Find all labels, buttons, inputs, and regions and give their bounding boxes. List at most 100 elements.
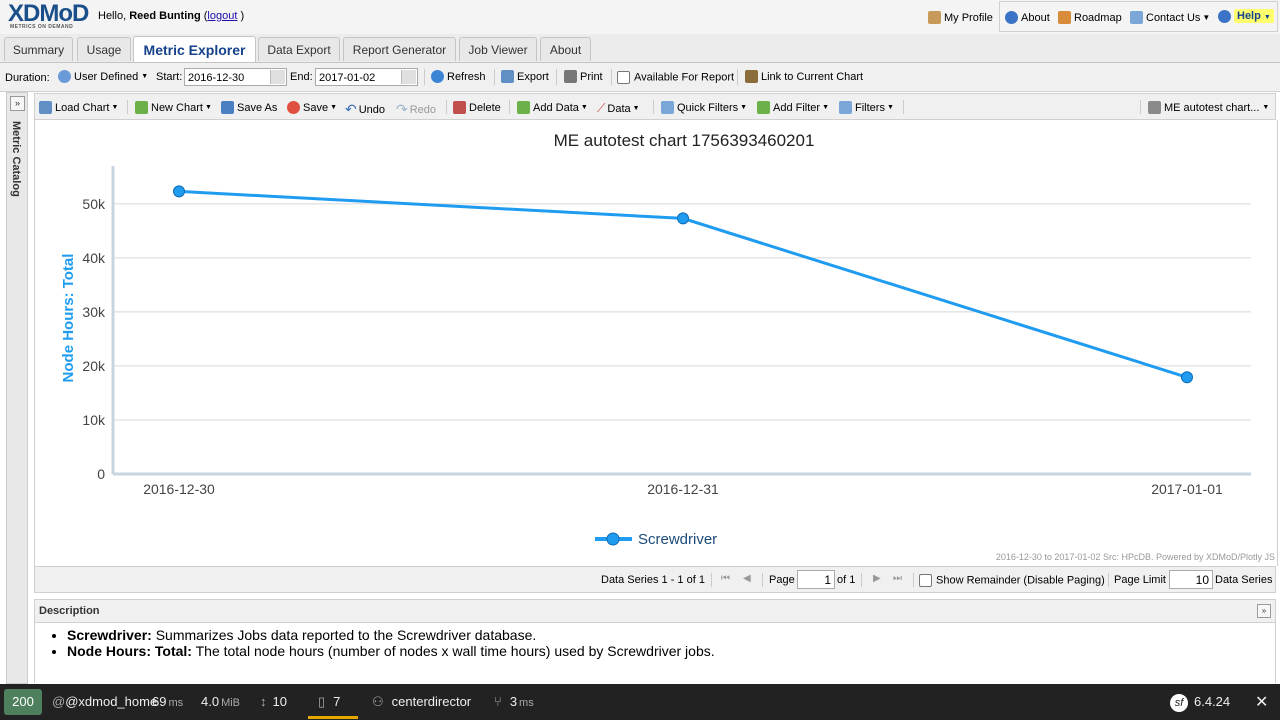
x-tick-label: 2017-01-01	[1151, 481, 1223, 497]
save-as-button[interactable]: Save As	[221, 101, 277, 114]
refresh-button[interactable]: Refresh	[431, 70, 486, 83]
chart-panel: ME autotest chart 1756393460201 0 10k 20k 3…	[34, 120, 1278, 566]
file-icon: ▯	[318, 694, 326, 709]
divider	[127, 100, 128, 114]
calendar-icon[interactable]	[401, 70, 416, 84]
page-count: of 1	[837, 574, 856, 586]
db-time[interactable]: ⑂ 3 ms	[494, 694, 534, 709]
user-info[interactable]: ⚇ centerdirector	[372, 694, 471, 710]
legend[interactable]: Screwdriver	[595, 531, 717, 548]
save-button[interactable]: Save ▼	[287, 101, 337, 114]
link-current-chart-button[interactable]: Link to Current Chart	[745, 70, 863, 83]
chart-options-menu[interactable]: ME autotest chart... ▼	[1148, 101, 1269, 114]
memory-usage[interactable]: 4.0 MiB	[201, 694, 240, 709]
tab-data-export[interactable]: Data Export	[258, 37, 340, 61]
info-icon	[1005, 11, 1018, 24]
requests-count[interactable]: ↕ 10	[260, 694, 287, 709]
db-icon: ⑂	[494, 694, 502, 709]
tab-metric-explorer[interactable]: Metric Explorer	[133, 36, 256, 62]
tab-report-generator[interactable]: Report Generator	[343, 37, 456, 61]
duration-preset-select[interactable]: User Defined ▼	[58, 70, 148, 83]
show-remainder-label: Show Remainder (Disable Paging)	[936, 574, 1105, 587]
filters-label: Filters	[855, 101, 885, 114]
end-date-value: 2017-01-02	[319, 72, 376, 84]
next-page-icon[interactable]: ▶	[873, 573, 881, 584]
new-chart-icon	[135, 101, 148, 114]
contact-us-menu[interactable]: Contact Us ▼	[1130, 11, 1210, 24]
printer-icon	[564, 70, 577, 83]
data-point[interactable]	[1181, 371, 1193, 384]
page-limit-input[interactable]: 10	[1169, 570, 1213, 589]
series-group[interactable]	[173, 185, 1193, 384]
quick-filters-button[interactable]: Quick Filters ▼	[661, 101, 747, 114]
chart-title: ME autotest chart 1756393460201	[554, 131, 815, 150]
tab-usage[interactable]: Usage	[77, 37, 131, 61]
undo-button[interactable]: ↶ Undo	[345, 101, 385, 118]
filter-icon	[661, 101, 674, 114]
data-point[interactable]	[677, 212, 689, 225]
tab-job-viewer[interactable]: Job Viewer	[459, 37, 537, 61]
tab-summary[interactable]: Summary	[4, 37, 73, 61]
greeting: Hello, Reed Bunting (logout )	[98, 10, 245, 22]
checkbox-box[interactable]	[617, 71, 630, 84]
new-chart-button[interactable]: New Chart ▼	[135, 101, 212, 114]
show-remainder-checkbox[interactable]: Show Remainder (Disable Paging)	[919, 574, 1105, 587]
y-tick-label: 50k	[82, 196, 106, 212]
export-button[interactable]: Export	[501, 70, 549, 83]
last-page-icon[interactable]: ⏭	[893, 573, 902, 584]
load-chart-button[interactable]: Load Chart ▼	[39, 101, 118, 114]
logout-link[interactable]: logout	[207, 10, 238, 22]
redo-button[interactable]: ↷ Redo	[396, 101, 436, 118]
calendar-icon[interactable]	[270, 70, 285, 84]
print-button[interactable]: Print	[564, 70, 603, 83]
files-count[interactable]: ▯ 7	[318, 694, 340, 710]
prev-page-icon[interactable]: ◀	[743, 573, 751, 584]
my-profile-link[interactable]: My Profile	[928, 11, 993, 24]
line-chart: ME autotest chart 1756393460201 0 10k 20k 3…	[60, 131, 1251, 548]
memory-value: 4.0	[201, 694, 220, 709]
chevron-down-icon: ▼	[141, 73, 149, 80]
chevron-down-icon: ▼	[1262, 104, 1270, 111]
request-time[interactable]: 69 ms	[152, 694, 183, 709]
x-tick-labels: 2016-12-30 2016-12-31 2017-01-01	[143, 481, 1223, 497]
chevron-down-icon: ▼	[740, 104, 748, 111]
description-text: The total node hours (number of nodes x …	[191, 643, 715, 659]
divider	[509, 100, 510, 114]
chevron-down-icon: ▼	[886, 104, 894, 111]
route-name[interactable]: @ @xdmod_home	[52, 694, 158, 709]
about-link[interactable]: About	[1005, 11, 1050, 24]
chart-credit: 2016-12-30 to 2017-01-02 Src: HPcDB. Pow…	[995, 552, 1275, 562]
greeting-prefix: Hello,	[98, 10, 127, 22]
data-point[interactable]	[173, 185, 185, 198]
help-menu[interactable]: Help ▼	[1218, 9, 1274, 23]
add-data-button[interactable]: Add Data ▼	[517, 101, 588, 114]
divider	[611, 69, 612, 85]
close-icon[interactable]: ✕	[1255, 694, 1269, 711]
tab-about[interactable]: About	[540, 37, 591, 61]
add-filter-label: Add Filter	[773, 101, 821, 114]
filters-button[interactable]: Filters ▼	[839, 101, 894, 114]
start-label: Start:	[156, 71, 183, 83]
end-date-field[interactable]: 2017-01-02	[315, 68, 418, 86]
expand-catalog-icon[interactable]: »	[10, 96, 25, 111]
start-date-field[interactable]: 2016-12-30	[184, 68, 287, 86]
checkbox-box[interactable]	[919, 574, 932, 587]
divider	[1140, 100, 1141, 114]
metric-catalog-title[interactable]: Metric Catalog	[10, 121, 22, 197]
delete-button[interactable]: Delete	[453, 101, 501, 114]
save-warning-icon	[287, 101, 300, 114]
roadmap-link[interactable]: Roadmap	[1058, 11, 1122, 24]
logo-text: XDMoD	[8, 0, 89, 27]
add-filter-button[interactable]: Add Filter ▼	[757, 101, 829, 114]
quick-filters-label: Quick Filters	[677, 101, 739, 114]
symfony-version[interactable]: sf 6.4.24	[1170, 694, 1230, 712]
data-menu-button[interactable]: ⟋ Data ▼	[597, 101, 640, 116]
status-badge[interactable]: 200	[4, 689, 42, 715]
y-tick-label: 30k	[82, 304, 106, 320]
y-axis-label: Node Hours: Total	[60, 254, 77, 383]
available-for-report-checkbox[interactable]: Available For Report	[617, 71, 734, 84]
page-input[interactable]: 1	[797, 570, 835, 589]
debug-toolbar: 200 @ @xdmod_home 69 ms 4.0 MiB ↕ 10 ▯ 7 ⚇ cen…	[0, 684, 1280, 720]
collapse-icon[interactable]: »	[1257, 604, 1271, 618]
first-page-icon[interactable]: ⏮	[721, 573, 730, 584]
